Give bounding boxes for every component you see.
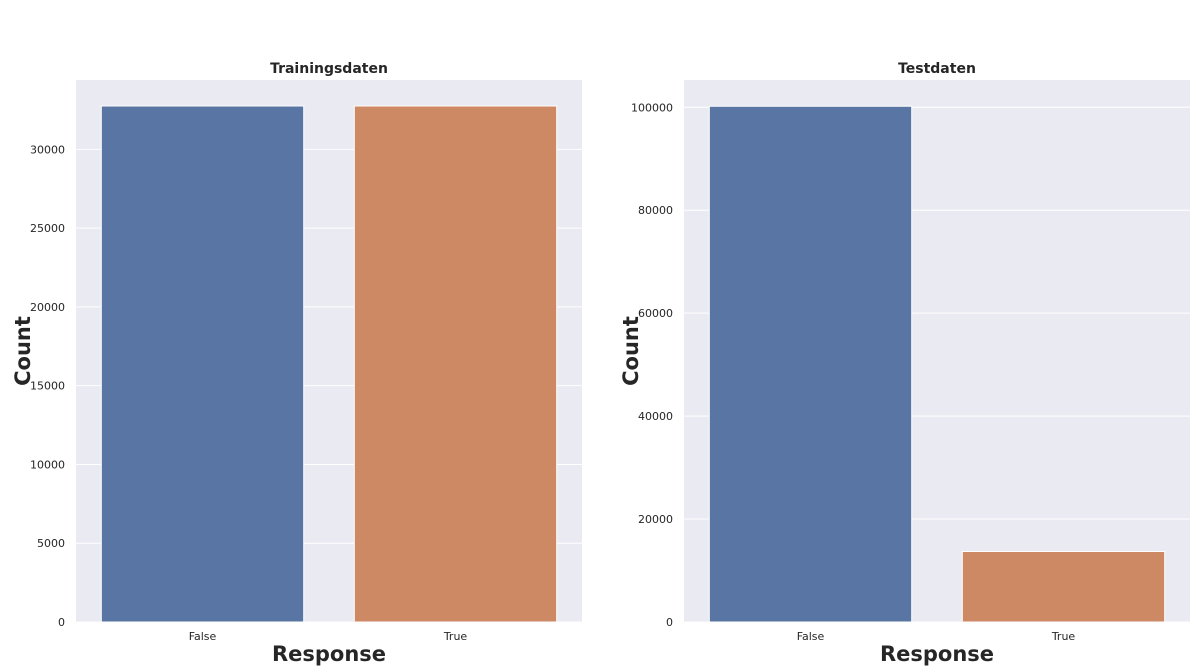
x-axis-label-trainingsdaten: Response — [272, 642, 386, 666]
chart-title-trainingsdaten: Trainingsdaten — [270, 61, 388, 77]
y-tick-label: 20000 — [638, 513, 673, 526]
y-tick-label: 15000 — [30, 380, 65, 393]
y-tick-label: 100000 — [631, 101, 673, 114]
x-tick-labels-testdaten: False True — [797, 630, 1076, 643]
y-tick-labels-trainingsdaten: 0 5000 10000 15000 20000 25000 30000 — [30, 143, 65, 629]
y-tick-label: 80000 — [638, 204, 673, 217]
y-tick-label: 40000 — [638, 410, 673, 423]
y-tick-label: 20000 — [30, 301, 65, 314]
x-tick-label: True — [443, 630, 468, 643]
x-axis-label-testdaten: Response — [880, 642, 994, 666]
bars-trainingsdaten — [100, 105, 558, 623]
chart-trainingsdaten: 0 5000 10000 15000 20000 25000 30000 False True… — [11, 61, 582, 666]
bar-false-testdaten — [708, 105, 913, 623]
y-tick-label: 30000 — [30, 143, 65, 156]
x-tick-label: False — [797, 630, 825, 643]
y-tick-label: 60000 — [638, 307, 673, 320]
y-tick-labels-testdaten: 0 20000 40000 60000 80000 100000 — [631, 101, 673, 629]
y-tick-label: 0 — [666, 616, 673, 629]
y-tick-label: 25000 — [30, 222, 65, 235]
y-axis-label-testdaten: Count — [619, 316, 643, 386]
bar-true-testdaten — [961, 550, 1166, 623]
y-tick-label: 0 — [58, 616, 65, 629]
bar-true-trainingsdaten — [353, 105, 558, 623]
chart-testdaten: 0 20000 40000 60000 80000 100000 False True Te… — [619, 61, 1190, 666]
x-tick-labels-trainingsdaten: False True — [189, 630, 468, 643]
y-tick-label: 10000 — [30, 458, 65, 471]
x-tick-label: False — [189, 630, 217, 643]
chart-title-testdaten: Testdaten — [898, 61, 976, 77]
x-tick-label: True — [1051, 630, 1076, 643]
y-tick-label: 5000 — [37, 537, 65, 550]
bar-false-trainingsdaten — [100, 105, 305, 623]
bars-testdaten — [708, 105, 1166, 623]
y-axis-label-trainingsdaten: Count — [11, 316, 35, 386]
